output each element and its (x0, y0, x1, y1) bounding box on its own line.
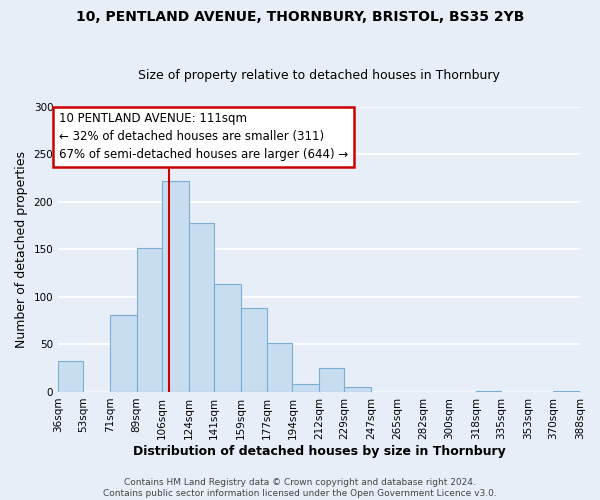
Bar (267, 344, 292, 392)
Bar (553, 391, 580, 392)
Bar (292, 384, 319, 392)
Bar (188, 223, 214, 392)
X-axis label: Distribution of detached houses by size in Thornbury: Distribution of detached houses by size … (133, 444, 505, 458)
Bar (319, 368, 344, 392)
Bar (110, 315, 137, 392)
Bar (58, 360, 83, 392)
Title: Size of property relative to detached houses in Thornbury: Size of property relative to detached ho… (138, 69, 500, 82)
Bar (137, 248, 162, 392)
Bar (476, 391, 502, 392)
Bar (344, 387, 371, 392)
Bar (241, 308, 267, 392)
Text: Contains HM Land Registry data © Crown copyright and database right 2024.
Contai: Contains HM Land Registry data © Crown c… (103, 478, 497, 498)
Bar (162, 181, 188, 392)
Text: 10, PENTLAND AVENUE, THORNBURY, BRISTOL, BS35 2YB: 10, PENTLAND AVENUE, THORNBURY, BRISTOL,… (76, 10, 524, 24)
Y-axis label: Number of detached properties: Number of detached properties (15, 151, 28, 348)
Text: 10 PENTLAND AVENUE: 111sqm
← 32% of detached houses are smaller (311)
67% of sem: 10 PENTLAND AVENUE: 111sqm ← 32% of deta… (59, 112, 348, 162)
Bar (214, 284, 241, 392)
